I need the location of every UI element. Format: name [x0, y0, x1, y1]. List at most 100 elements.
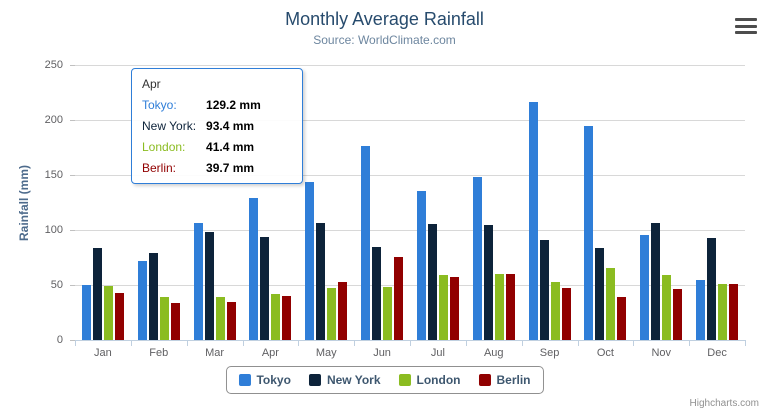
bar-group-apr	[243, 65, 299, 340]
legend-swatch	[308, 374, 321, 386]
bar-new-york-dec[interactable]	[707, 238, 717, 340]
x-axis-line	[75, 340, 746, 341]
export-menu-icon[interactable]	[735, 18, 757, 34]
bar-new-york-jul[interactable]	[427, 224, 437, 340]
x-tick-label: Nov	[651, 347, 672, 359]
bar-berlin-aug[interactable]	[505, 274, 515, 340]
bar-tokyo-sep[interactable]	[528, 102, 538, 340]
y-tick-label: 200	[44, 114, 63, 126]
legend-swatch	[478, 374, 491, 386]
bar-tokyo-jun[interactable]	[361, 146, 371, 340]
bar-new-york-nov[interactable]	[651, 223, 661, 340]
legend-label: London	[416, 373, 461, 387]
bar-london-feb[interactable]	[159, 297, 169, 340]
legend-label: Tokyo	[256, 373, 291, 387]
y-tick-mark	[70, 120, 75, 121]
bar-london-sep[interactable]	[550, 282, 560, 340]
y-tick-label: 150	[44, 169, 63, 181]
bar-tokyo-oct[interactable]	[584, 126, 594, 340]
bar-berlin-jun[interactable]	[394, 257, 404, 340]
bar-new-york-oct[interactable]	[595, 248, 605, 340]
y-tick-label: 50	[50, 279, 63, 291]
bar-new-york-jun[interactable]	[372, 247, 382, 340]
bar-london-aug[interactable]	[494, 274, 504, 340]
bar-berlin-sep[interactable]	[561, 288, 571, 340]
x-tick-label: Mar	[205, 347, 225, 359]
bar-berlin-dec[interactable]	[729, 284, 739, 340]
tooltip-series-value: 41.4 mm	[206, 140, 255, 154]
hamburger-line	[735, 18, 757, 21]
tooltip-series-label: Berlin:	[142, 161, 177, 175]
tooltip: Apr Tokyo: 129.2 mm New York: 93.4 mm London…	[131, 68, 303, 184]
chart-title: Monthly Average Rainfall	[285, 9, 484, 29]
bar-berlin-oct[interactable]	[617, 297, 627, 340]
bar-group-mar	[187, 65, 243, 340]
bar-tokyo-may[interactable]	[305, 182, 315, 340]
y-gridline	[75, 230, 745, 231]
bar-tokyo-aug[interactable]	[472, 177, 482, 340]
bar-london-may[interactable]	[327, 288, 337, 340]
bar-london-dec[interactable]	[718, 284, 728, 340]
bar-new-york-feb[interactable]	[148, 253, 158, 340]
legend-label: Berlin	[496, 373, 531, 387]
bar-new-york-jan[interactable]	[92, 248, 102, 340]
bar-berlin-jul[interactable]	[449, 277, 459, 340]
credits-link[interactable]: Highcharts.com	[689, 398, 759, 409]
y-tick-label: 100	[44, 224, 63, 236]
bar-berlin-jan[interactable]	[114, 293, 124, 340]
y-gridline	[75, 285, 745, 286]
bar-group-oct	[578, 65, 634, 340]
bar-berlin-may[interactable]	[338, 282, 348, 340]
bar-london-jul[interactable]	[438, 275, 448, 340]
hamburger-line	[735, 24, 757, 28]
x-tick-label: Dec	[707, 347, 727, 359]
bar-group-feb	[131, 65, 187, 340]
bar-london-apr[interactable]	[271, 294, 281, 340]
bar-tokyo-mar[interactable]	[193, 223, 203, 340]
bar-tokyo-nov[interactable]	[640, 235, 650, 340]
bar-new-york-apr[interactable]	[260, 237, 270, 340]
bar-group-may	[298, 65, 354, 340]
legend-item-tokyo[interactable]: Tokyo	[238, 373, 291, 387]
legend-item-berlin[interactable]: Berlin	[478, 373, 531, 387]
y-tick-mark	[70, 340, 75, 341]
tooltip-series-label: Tokyo:	[142, 98, 177, 112]
bar-london-jun[interactable]	[383, 287, 393, 340]
legend-label: New York	[326, 373, 381, 387]
y-tick-label: 250	[44, 59, 63, 71]
legend-item-new-york[interactable]: New York	[308, 373, 381, 387]
bar-berlin-apr[interactable]	[282, 296, 292, 340]
bar-tokyo-dec[interactable]	[696, 280, 706, 340]
bar-tokyo-apr[interactable]	[249, 198, 259, 340]
legend-item-london[interactable]: London	[398, 373, 461, 387]
bar-berlin-feb[interactable]	[170, 303, 180, 340]
x-tick-label: May	[315, 347, 337, 359]
x-tick-label: Sep	[539, 347, 560, 359]
legend: Tokyo New York London Berlin	[225, 366, 544, 394]
bar-group-jun	[354, 65, 410, 340]
bar-london-mar[interactable]	[215, 297, 225, 340]
bar-berlin-mar[interactable]	[226, 302, 236, 340]
bar-london-nov[interactable]	[662, 275, 672, 340]
x-tick-label: Jun	[373, 347, 391, 359]
bar-new-york-sep[interactable]	[539, 240, 549, 340]
y-axis-labels: 0 50 100 150 200 250	[0, 59, 75, 346]
tooltip-series-value: 129.2 mm	[206, 98, 261, 112]
bar-group-jul	[410, 65, 466, 340]
bar-berlin-nov[interactable]	[673, 289, 683, 340]
bar-tokyo-jan[interactable]	[81, 285, 91, 340]
bar-tokyo-feb[interactable]	[137, 261, 147, 340]
bar-new-york-mar[interactable]	[204, 232, 214, 340]
x-tick-label: Aug	[483, 347, 504, 359]
bar-london-oct[interactable]	[606, 268, 616, 340]
bar-new-york-aug[interactable]	[483, 225, 493, 340]
bar-tokyo-jul[interactable]	[416, 191, 426, 340]
bar-new-york-may[interactable]	[316, 223, 326, 340]
tooltip-series-label: London:	[142, 140, 186, 154]
bar-london-jan[interactable]	[103, 286, 113, 340]
x-tick-label: Jul	[430, 347, 445, 359]
bar-group-dec	[689, 65, 745, 340]
y-tick-mark	[70, 175, 75, 176]
tooltip-series-value: 39.7 mm	[206, 161, 255, 175]
